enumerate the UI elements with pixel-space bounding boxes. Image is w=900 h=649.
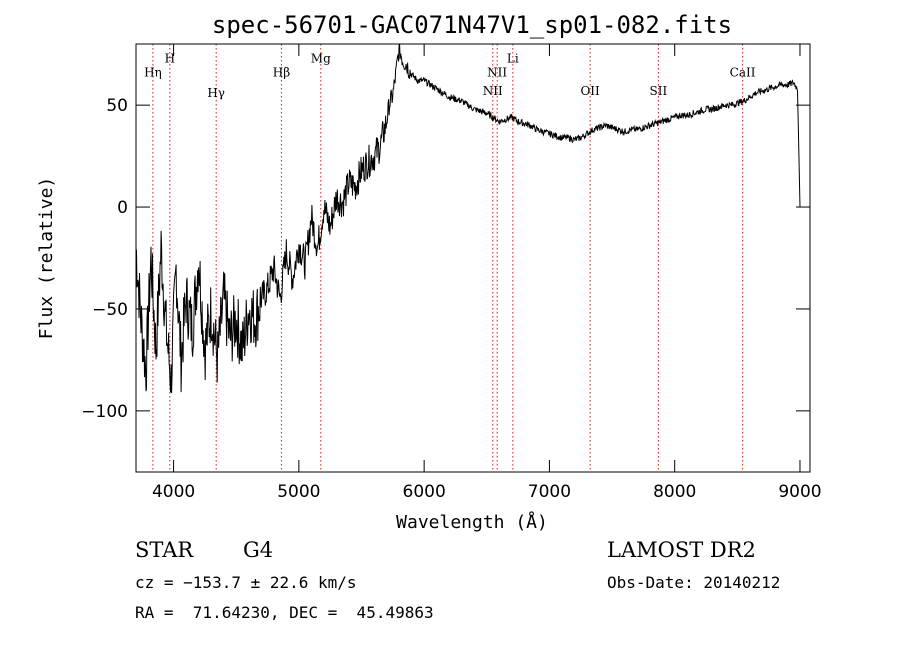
spectral-line-label: Hη xyxy=(144,66,162,80)
x-tick-label: 7000 xyxy=(528,482,571,502)
spectrum-line xyxy=(135,43,801,394)
chart-title: spec-56701-GAC071N47V1_sp01-082.fits xyxy=(212,11,732,39)
plot-frame xyxy=(135,43,811,473)
x-axis-label: Wavelength (Å) xyxy=(396,511,548,533)
spectral-line-label: Hβ xyxy=(273,66,290,80)
spectral-line-label: Mg xyxy=(311,51,331,65)
spectral-line-label: Li xyxy=(507,51,519,65)
spectral-line-label: H xyxy=(165,51,175,65)
x-tick-label: 6000 xyxy=(403,482,446,502)
y-tick-label: −100 xyxy=(81,402,128,422)
survey-name: LAMOST DR2 xyxy=(607,538,756,562)
spectral-line-label: OII xyxy=(580,84,600,98)
axes: 4000 5000 6000 7000 8000 9000 −100 −50 0 50 xyxy=(81,44,822,502)
y-tick-label: 50 xyxy=(106,96,128,116)
x-tick-label: 8000 xyxy=(653,482,696,502)
observation-date: Obs-Date: 20140212 xyxy=(607,573,781,592)
spectral-subclass: G4 xyxy=(243,538,274,562)
spectral-line-label: CaII xyxy=(730,66,756,80)
x-tick-label: 9000 xyxy=(778,482,821,502)
coordinates: RA = 71.64230, DEC = 45.49863 xyxy=(135,603,434,622)
y-tick-label: −50 xyxy=(92,300,128,320)
y-tick-label: 0 xyxy=(117,198,128,218)
spectrum-series xyxy=(135,43,801,394)
redshift-cz: cz = −153.7 ± 22.6 km/s xyxy=(135,573,357,592)
spectral-line-label: NII xyxy=(487,66,507,80)
object-type: STAR xyxy=(135,538,194,562)
x-tick-label: 5000 xyxy=(277,482,320,502)
y-axis-label: Flux (relative) xyxy=(36,177,57,340)
x-tick-label: 4000 xyxy=(152,482,195,502)
spectral-line-label: NII xyxy=(483,84,503,98)
spectral-line-label: Hγ xyxy=(207,86,225,100)
spectral-line-label: SII xyxy=(650,84,668,98)
